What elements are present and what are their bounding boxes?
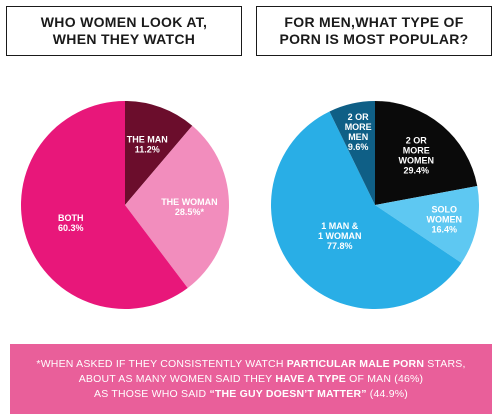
footnote-emphasis: “THE GUY DOESN’T MATTER”: [209, 387, 367, 400]
pie-2-slice-2: [375, 185, 480, 263]
footnote-box: *WHEN ASKED IF THEY CONSISTENTLY WATCH P…: [10, 344, 492, 414]
slice-label-line: 16.4%: [432, 224, 458, 234]
slice-label-line: 2 OR: [348, 112, 370, 122]
pie-2-slice-1-label: 2 OR MORE WOMEN 29.4%: [398, 135, 434, 175]
slice-label-line: WOMEN: [398, 155, 434, 165]
slice-label-line: THE WOMAN: [161, 197, 218, 207]
slice-label-line: THE MAN: [127, 134, 168, 144]
slice-label-line: 28.5%*: [175, 207, 205, 217]
right-title-line-1: FOR MEN,WHAT TYPE OF: [284, 14, 464, 30]
slice-label-line: 11.2%: [135, 144, 160, 154]
slice-label-line: 29.4%: [403, 165, 429, 175]
pie-1-slice-1-label: THE MAN 11.2%: [127, 134, 168, 154]
pie-2-slice-3-label: 1 MAN & 1 WOMAN 77.8%: [318, 221, 362, 251]
footnote-text: *WHEN ASKED IF THEY CONSISTENTLY WATCH: [36, 357, 287, 370]
footnote-line-3: AS THOSE WHO SAID “THE GUY DOESN’T MATTE…: [94, 387, 408, 402]
slice-label-line: WOMEN: [427, 214, 463, 224]
left-chart-title: WHO WOMEN LOOK AT, WHEN THEY WATCH: [6, 6, 242, 56]
pie-2-slice-1: [375, 101, 478, 205]
footnote-line-2: ABOUT AS MANY WOMEN SAID THEY HAVE A TYP…: [79, 372, 424, 387]
left-title-line-2: WHEN THEY WATCH: [52, 31, 196, 47]
pie-1-slice-3-label: BOTH 60.3%: [58, 213, 84, 233]
left-title-line-1: WHO WOMEN LOOK AT,: [40, 14, 208, 30]
slice-label-line: MEN: [348, 132, 368, 142]
footnote-text: (44.9%): [366, 387, 408, 400]
slice-label-line: 1 MAN &: [321, 221, 359, 231]
slice-label-line: 60.3%: [58, 223, 84, 233]
slice-label-line: 2 OR: [406, 135, 428, 145]
footnote-line-1: *WHEN ASKED IF THEY CONSISTENTLY WATCH P…: [36, 357, 465, 372]
footnote-emphasis: PARTICULAR MALE PORN: [286, 357, 425, 370]
pie-2-slice-4: [329, 101, 375, 205]
pie-1-slice-3: [20, 101, 188, 309]
footnote-text: ABOUT AS MANY WOMEN SAID THEY: [78, 372, 276, 385]
right-title-line-2: PORN IS MOST POPULAR?: [279, 31, 469, 47]
footnote-emphasis: HAVE A TYPE: [275, 372, 346, 385]
slice-label-line: SOLO: [432, 204, 458, 214]
pie-1-slice-2-label: THE WOMAN 28.5%*: [161, 197, 218, 217]
pie-1-slice-2: [125, 125, 229, 288]
slice-label-line: MORE: [403, 145, 430, 155]
footnote-text: STARS,: [424, 357, 466, 370]
pie-chart-1: THE MAN 11.2% THE WOMAN 28.5%* BOTH 60.3%: [20, 101, 229, 309]
slice-label-line: 77.8%: [327, 241, 353, 251]
slice-label-line: 9.6%: [348, 142, 369, 152]
slice-label-line: 1 WOMAN: [318, 231, 362, 241]
footnote-text: AS THOSE WHO SAID: [94, 387, 210, 400]
right-chart-title: FOR MEN,WHAT TYPE OF PORN IS MOST POPULA…: [256, 6, 492, 56]
pie-chart-2: 2 OR MORE WOMEN 29.4%SOLO WOMEN 16.4%1 MAN & 1…: [271, 101, 480, 309]
slice-label-line: BOTH: [58, 213, 84, 223]
pie-2-slice-2-label: SOLO WOMEN 16.4%: [427, 204, 463, 234]
slice-label-line: MORE: [345, 122, 372, 132]
pie-2-slice-4-label: 2 OR MORE MEN 9.6%: [345, 112, 372, 152]
pie-2-slice-3: [271, 111, 462, 309]
pie-1-slice-1: [125, 101, 193, 205]
footnote-text: OF MAN (46%): [345, 372, 424, 385]
